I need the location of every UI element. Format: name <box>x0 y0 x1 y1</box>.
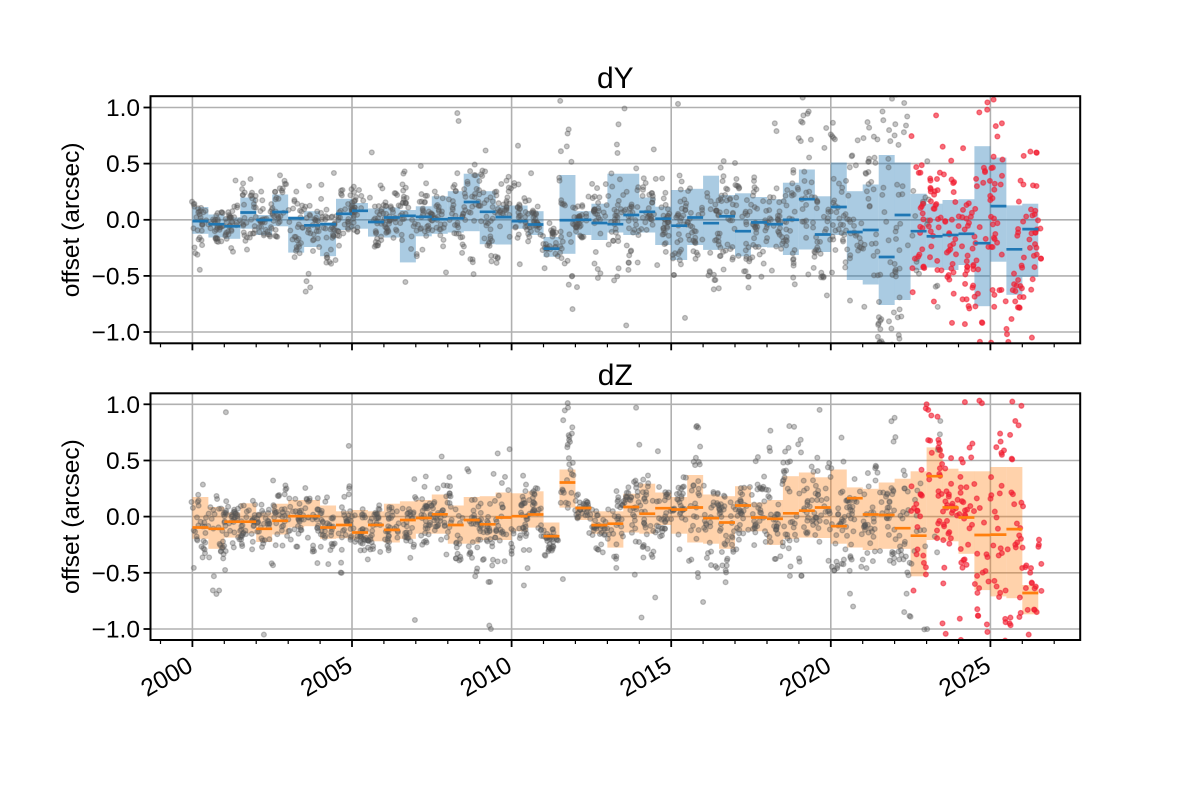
svg-text:1.0: 1.0 <box>106 95 140 122</box>
svg-text:offset (arcsec): offset (arcsec) <box>58 439 85 594</box>
svg-text:−1.0: −1.0 <box>92 617 140 644</box>
svg-text:1.0: 1.0 <box>106 392 140 419</box>
svg-text:dY: dY <box>597 62 634 95</box>
svg-text:dZ: dZ <box>598 359 633 392</box>
svg-text:0.0: 0.0 <box>106 504 140 531</box>
svg-text:0.0: 0.0 <box>106 207 140 234</box>
svg-text:0.5: 0.5 <box>106 448 140 475</box>
svg-text:0.5: 0.5 <box>106 151 140 178</box>
svg-text:−0.5: −0.5 <box>92 560 140 587</box>
svg-text:−1.0: −1.0 <box>92 320 140 347</box>
svg-text:offset (arcsec): offset (arcsec) <box>58 142 85 297</box>
svg-text:−0.5: −0.5 <box>92 263 140 290</box>
